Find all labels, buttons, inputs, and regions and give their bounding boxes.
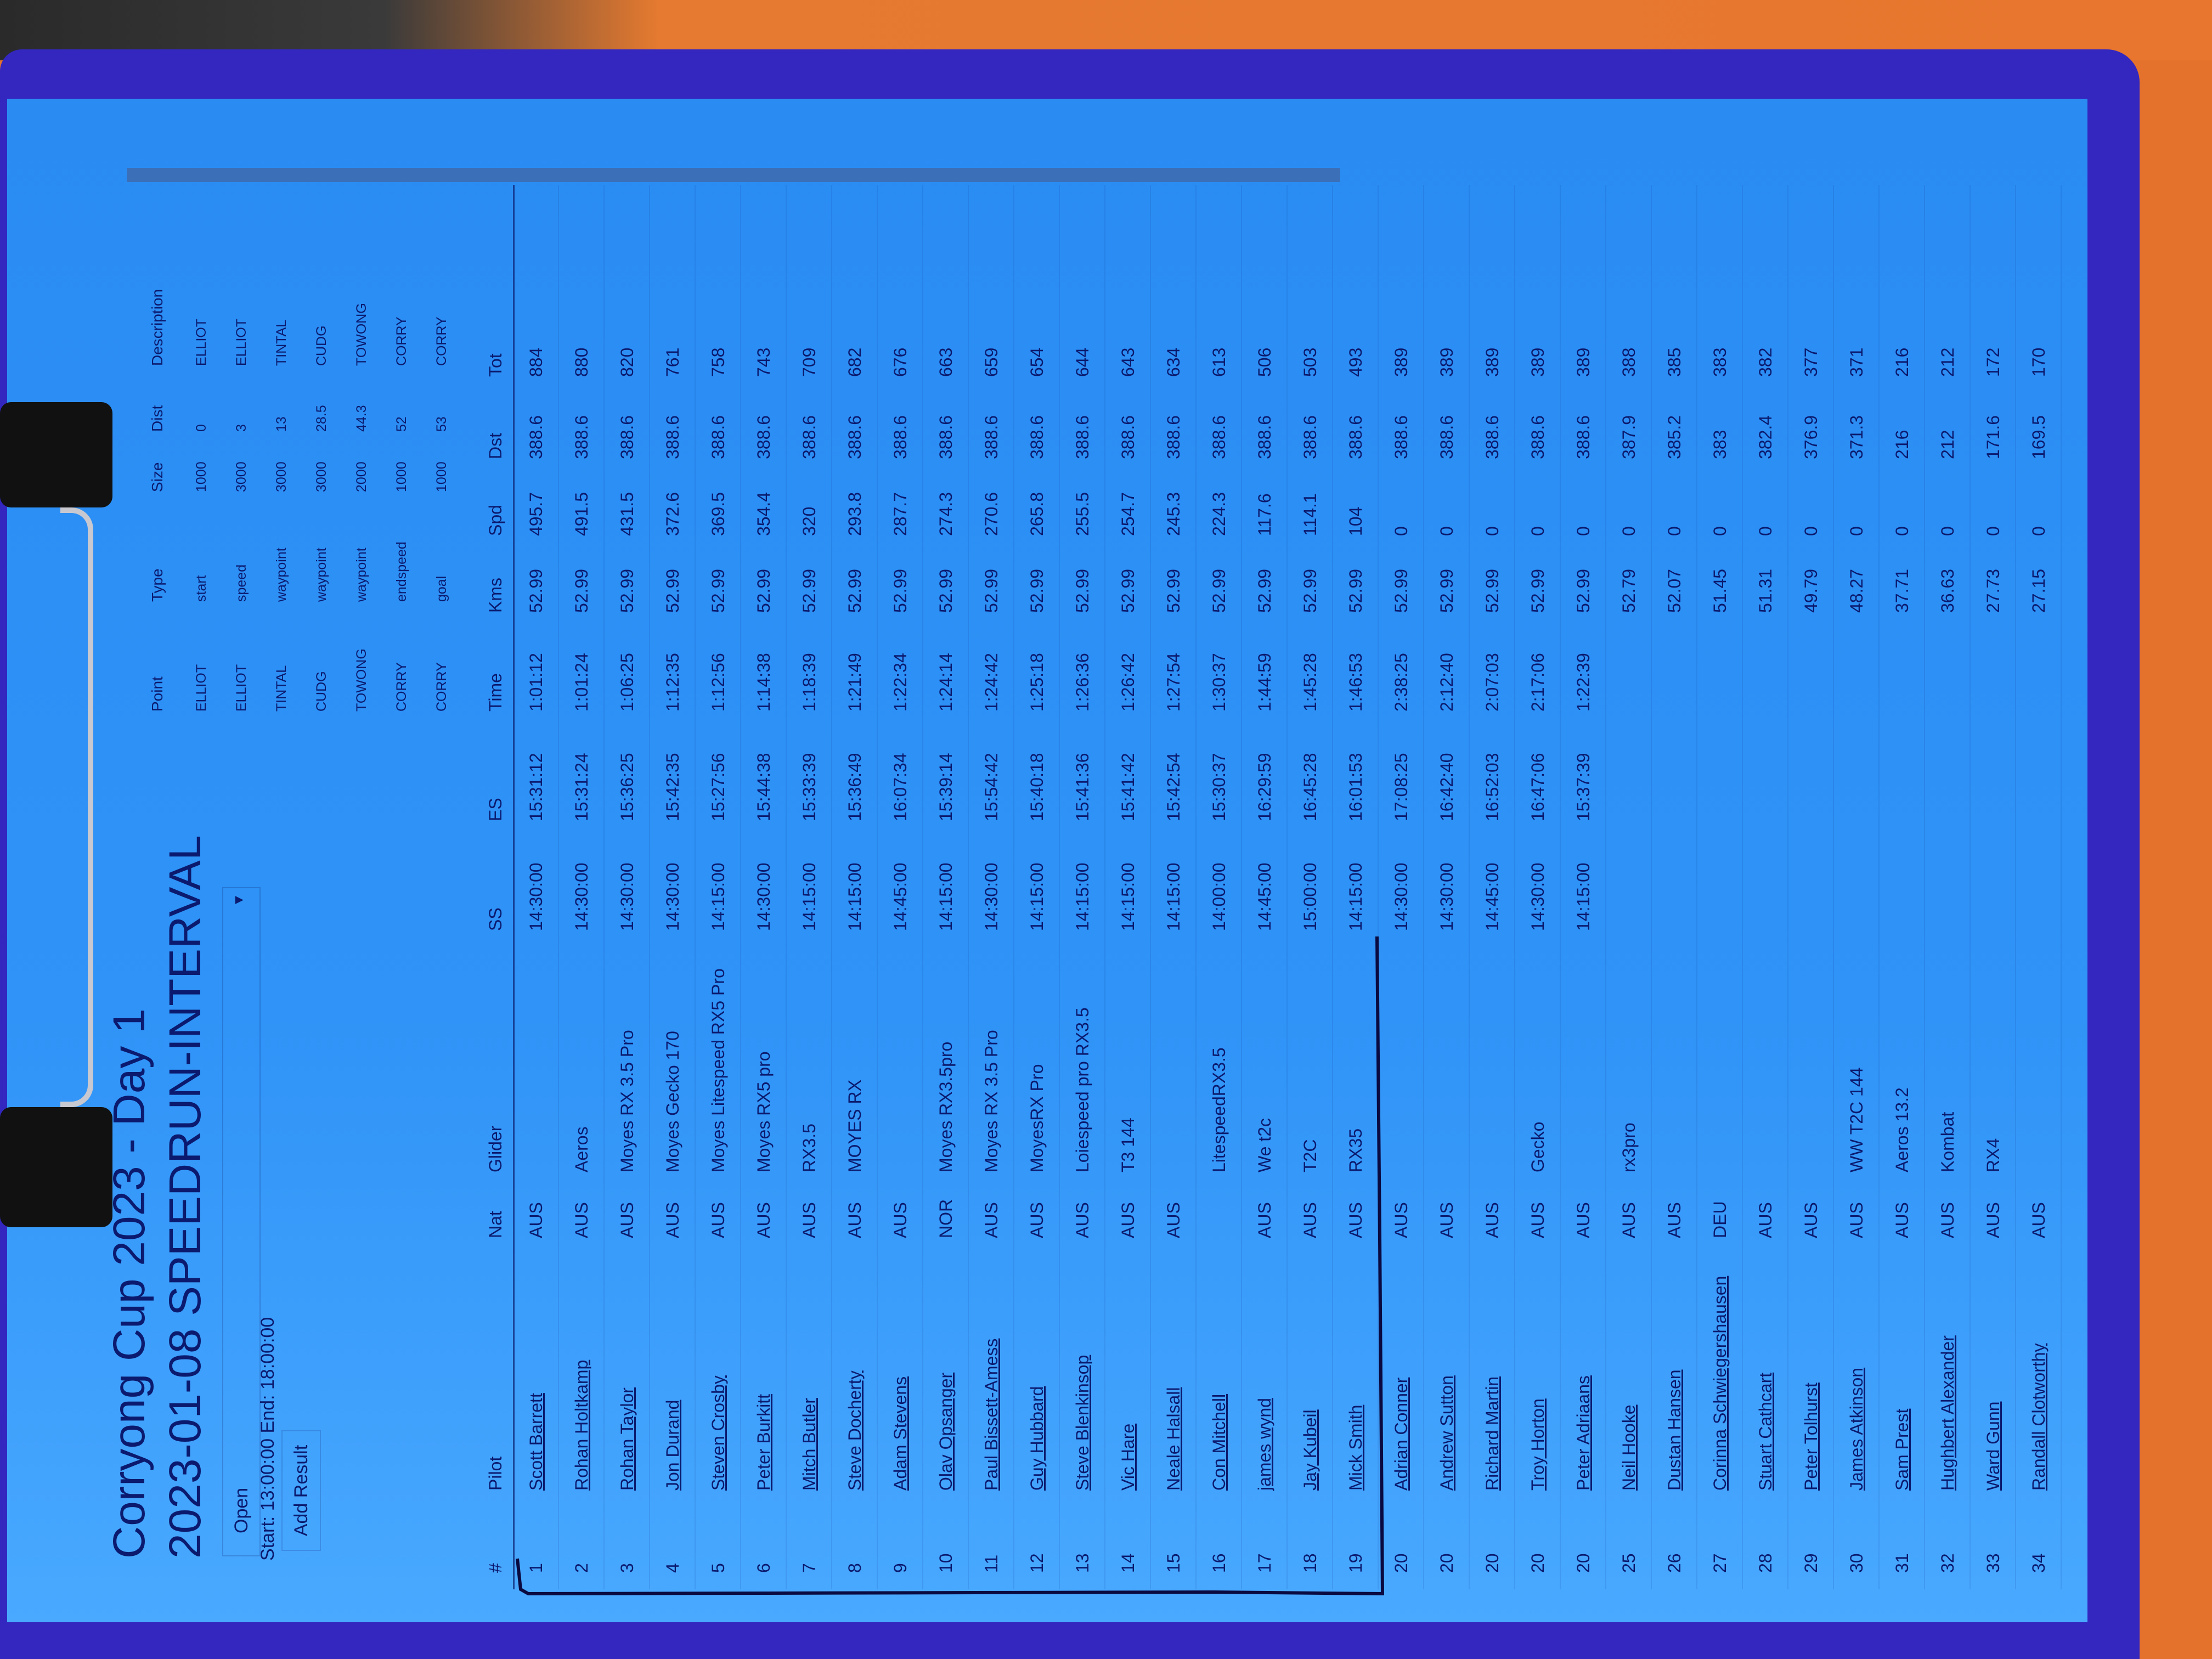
clipboard-clip-bottom (0, 1107, 112, 1227)
hand-drawn-bracket (516, 936, 1385, 1596)
clipboard-wire (60, 507, 93, 1107)
results-page: Corryong Cup 2023 - Day 1 2023-01-08 SPE… (7, 99, 2087, 1622)
clipboard-clip-top (0, 402, 112, 507)
